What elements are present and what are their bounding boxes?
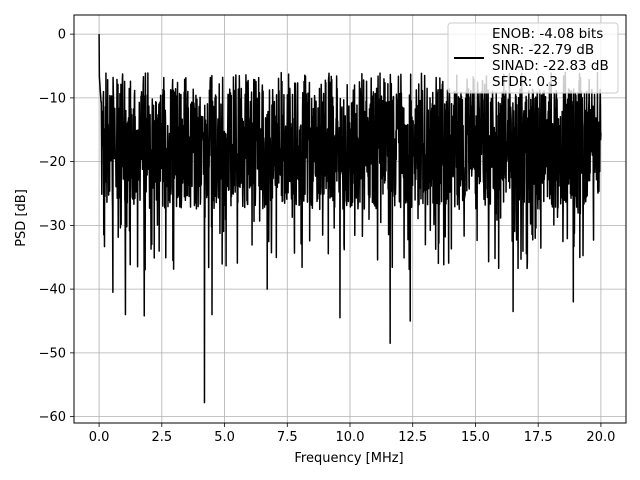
y-tick-label: −20 — [39, 155, 66, 170]
y-tick-label: −40 — [39, 283, 66, 298]
x-tick-label: 7.5 — [277, 430, 298, 445]
psd-series-line — [98, 34, 602, 404]
y-tick-label: −30 — [39, 219, 66, 234]
plot-area — [98, 34, 602, 404]
legend: ENOB: -4.08 bits SNR: -22.79 dB SINAD: -… — [447, 22, 619, 94]
x-tick-label: 20.0 — [586, 430, 615, 445]
y-tick-label: −50 — [39, 346, 66, 361]
x-axis-label: Frequency [MHz] — [294, 451, 403, 466]
x-tick-label: 2.5 — [151, 430, 172, 445]
x-tick-label: 0.0 — [89, 430, 110, 445]
legend-box — [447, 22, 619, 94]
y-tick-label: −60 — [39, 410, 66, 425]
y-ticks: 0 −10 −20 −30 −40 −50 −60 — [39, 28, 74, 425]
x-tick-label: 15.0 — [461, 430, 490, 445]
x-tick-label: 5.0 — [214, 430, 235, 445]
y-tick-label: 0 — [58, 28, 66, 43]
x-ticks: 0.0 2.5 5.0 7.5 10.0 12.5 15.0 17.5 20.0 — [89, 423, 615, 445]
y-axis-label: PSD [dB] — [14, 189, 29, 247]
x-tick-label: 12.5 — [398, 430, 427, 445]
x-tick-label: 17.5 — [524, 430, 553, 445]
y-tick-label: −10 — [39, 91, 66, 106]
legend-entry-line-1: ENOB: -4.08 bits — [492, 26, 603, 42]
legend-entry-line-4: SFDR: 0.3 — [492, 74, 558, 90]
x-tick-label: 10.0 — [336, 430, 365, 445]
legend-entry-line-3: SINAD: -22.83 dB — [492, 58, 609, 74]
legend-entry-line-2: SNR: -22.79 dB — [492, 42, 594, 58]
